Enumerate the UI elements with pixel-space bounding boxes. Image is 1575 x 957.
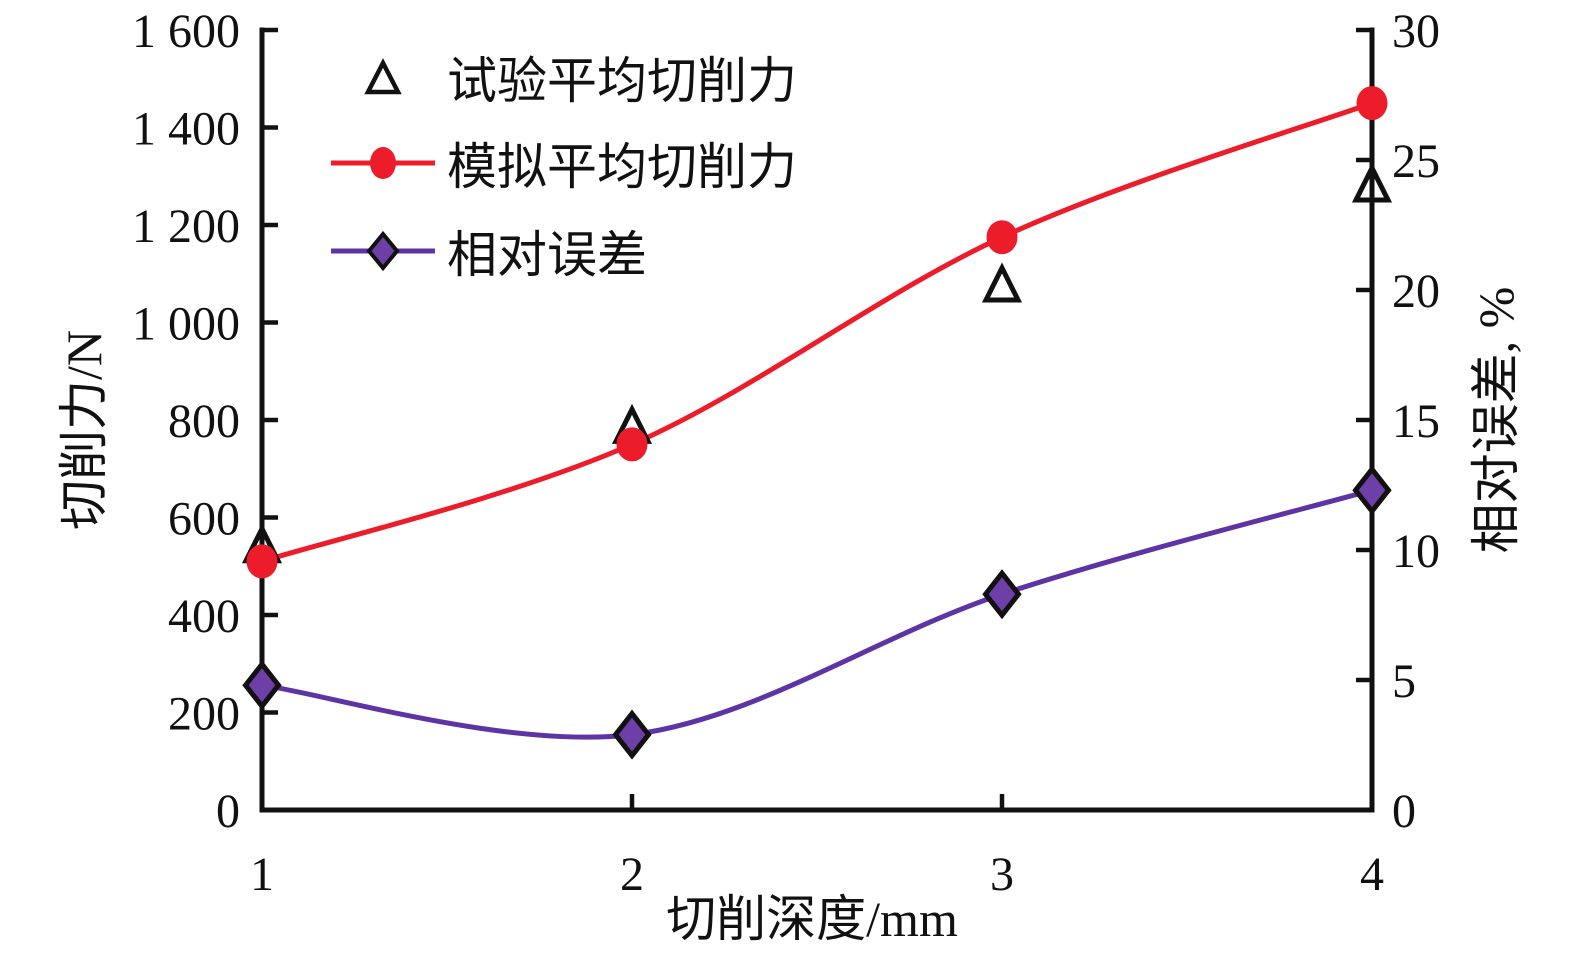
- error-diamond-marker: [1352, 465, 1392, 516]
- error-diamond-marker: [982, 569, 1022, 620]
- y-right-tick-label: 30: [1392, 5, 1440, 58]
- x-tick-label: 1: [250, 848, 274, 901]
- sim-circle-marker: [986, 220, 1018, 255]
- x-axis-label: 切削深度/mm: [666, 891, 958, 947]
- y-right-tick-label: 0: [1392, 785, 1416, 838]
- y-left-tick-label: 1 600: [132, 5, 240, 58]
- sim-circle-marker: [616, 427, 648, 462]
- y-axis-label-right: 相对误差, %: [1468, 286, 1524, 554]
- sim-circle-marker: [1356, 86, 1388, 121]
- y-right-tick-label: 20: [1392, 265, 1440, 318]
- y-right-tick-label: 10: [1392, 525, 1440, 578]
- x-tick-label: 2: [620, 848, 644, 901]
- legend-label-experimental: 试验平均切削力: [447, 53, 797, 109]
- y-left-tick-label: 1 200: [132, 200, 240, 253]
- y-left-tick-label: 400: [168, 590, 240, 643]
- y-left-tick-label: 200: [168, 688, 240, 741]
- sim-circle-marker: [246, 544, 278, 579]
- y-right-tick-label: 15: [1392, 395, 1440, 448]
- legend-item-experimental: 试验平均切削力: [331, 50, 797, 109]
- diamond-line-marker-icon: [331, 224, 435, 278]
- exp-triangle-marker: [1351, 162, 1393, 203]
- y-right-tick-label: 25: [1392, 135, 1440, 188]
- triangle-marker-icon: [331, 50, 435, 104]
- error-diamond-marker: [612, 709, 652, 760]
- x-tick-label: 4: [1360, 848, 1384, 901]
- y-right-tick-label: 5: [1392, 655, 1416, 708]
- relative-error-curve: [261, 487, 1373, 740]
- y-left-tick-label: 800: [168, 395, 240, 448]
- error-diamond-marker: [242, 660, 282, 711]
- y-left-tick-label: 1 400: [132, 103, 240, 156]
- y-left-tick-label: 0: [216, 785, 240, 838]
- legend-item-simulated: 模拟平均切削力: [331, 136, 797, 195]
- y-left-tick-label: 1 000: [132, 298, 240, 351]
- y-axis-label-left: 切削力/N: [56, 330, 112, 530]
- legend-label-relative-error: 相对误差: [447, 227, 647, 283]
- simulated-force-curve: [261, 100, 1373, 564]
- y-left-tick-label: 600: [168, 493, 240, 546]
- circle-line-marker-icon: [331, 136, 435, 190]
- x-tick-label: 3: [990, 848, 1014, 901]
- exp-triangle-marker: [981, 262, 1023, 303]
- legend-label-simulated: 模拟平均切削力: [447, 139, 797, 195]
- legend-item-relative-error: 相对误差: [331, 224, 647, 283]
